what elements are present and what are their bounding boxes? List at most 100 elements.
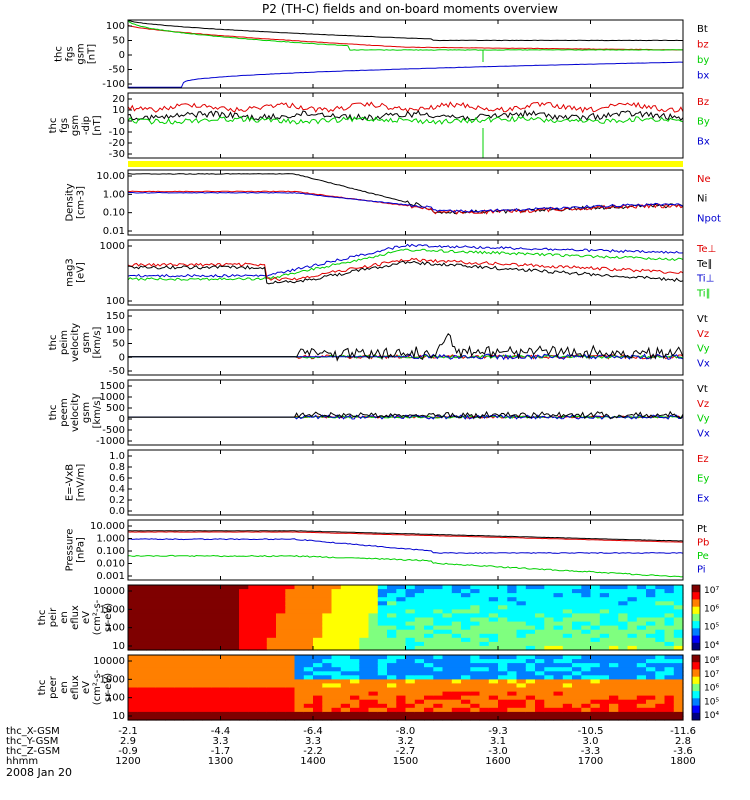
series-line-red [127, 101, 684, 114]
spectrogram-cell [276, 679, 286, 685]
y-axis-label-line: [nT] [92, 115, 103, 135]
colorbar-segment [692, 621, 700, 629]
y-axis-label-line: eflux [70, 605, 81, 630]
spectrogram-cell [488, 675, 499, 680]
spectrogram-cell [266, 691, 277, 697]
spectrogram-cell [525, 621, 536, 627]
spectrogram-cell [387, 715, 397, 721]
spectrogram-cell [266, 671, 277, 676]
spectrogram-cell [340, 629, 351, 635]
y-axis-label-line: [km/s] [92, 326, 103, 358]
spectrogram-cell [359, 679, 370, 685]
spectrogram-cell [248, 645, 259, 651]
spectrogram-cell [239, 659, 249, 664]
spectrogram-cell [350, 687, 360, 693]
spectrogram-cell [433, 605, 444, 610]
spectrogram-cell [562, 663, 573, 668]
legend-Ti⊥: Ti⊥ [696, 274, 714, 285]
spectrogram-cell [294, 585, 305, 590]
spectrogram-cell [220, 659, 231, 664]
x-axis-value: -11.6 [670, 726, 696, 737]
spectrogram-cell [544, 715, 555, 721]
spectrogram-cell [627, 609, 638, 615]
spectrogram-cell [627, 699, 638, 705]
spectrogram-cell [414, 613, 425, 619]
spectrogram-cell [590, 621, 601, 627]
y-tick-label: 1500 [100, 381, 125, 392]
y-tick-label: 20 [112, 94, 125, 105]
spectrogram-cell [313, 617, 323, 623]
spectrogram-cell [165, 703, 175, 709]
spectrogram-cell [544, 605, 555, 610]
spectrogram-cell [405, 667, 416, 672]
spectrogram-cell [664, 637, 675, 643]
spectrogram-cell [525, 601, 536, 606]
spectrogram-cell [340, 659, 351, 664]
spectrogram-cell [294, 601, 305, 606]
spectrogram-cell [498, 645, 508, 651]
spectrogram-cell [636, 621, 647, 627]
spectrogram-cell [257, 675, 268, 680]
spectrogram-cell [442, 667, 453, 672]
spectrogram-cell [673, 687, 684, 693]
spectrogram-cell [155, 707, 166, 713]
spectrogram-cell [285, 597, 296, 602]
spectrogram-cell [128, 601, 138, 606]
spectrogram-cell [266, 605, 277, 610]
spectrogram-cell [322, 633, 333, 639]
spectrogram-cell [442, 597, 453, 602]
spectrogram-cell [442, 659, 453, 664]
spectrogram-cell [636, 589, 647, 594]
spectrogram-cell [488, 589, 499, 594]
spectrogram-cell [599, 663, 610, 668]
spectrogram-cell [294, 695, 305, 701]
spectrogram-cell [313, 601, 323, 606]
spectrogram-cell [248, 675, 259, 680]
spectrogram-cell [368, 687, 379, 693]
spectrogram-cell [257, 715, 268, 721]
spectrogram-cell [627, 675, 638, 680]
spectrogram-cell [192, 601, 203, 606]
spectrogram-cell [498, 659, 508, 664]
spectrogram-cell [655, 629, 666, 635]
spectrogram-cell [442, 605, 453, 610]
spectrogram-cell [553, 597, 564, 602]
spectrogram-cell [451, 663, 462, 668]
spectrogram-cell [377, 641, 388, 647]
spectrogram-cell [451, 621, 462, 627]
y-axis-label: thcfgsgsm-dip[nT] [48, 115, 103, 136]
spectrogram-cell [387, 683, 397, 689]
spectrogram-cell [544, 671, 555, 676]
series-line-black [127, 173, 684, 215]
spectrogram-cell [220, 675, 231, 680]
spectrogram-cell [359, 695, 370, 701]
spectrogram-cell [239, 707, 249, 713]
spectrogram-cell [202, 695, 212, 701]
y-axis-label-line: [km/s] [92, 396, 103, 428]
spectrogram-cell [322, 683, 333, 689]
spectrogram-cell [387, 629, 397, 635]
spectrogram-cell [618, 699, 629, 705]
spectrogram-cell [479, 601, 490, 606]
y-axis-label-line: peim [59, 330, 70, 355]
spectrogram-cell [507, 663, 518, 668]
spectrogram-cell [266, 601, 277, 606]
spectrogram-cell [322, 699, 333, 705]
spectrogram-cell [525, 683, 536, 689]
spectrogram-cell [507, 601, 518, 606]
spectrogram-cell [294, 659, 305, 664]
spectrogram-cell [350, 715, 360, 721]
spectrogram-cell [433, 621, 444, 627]
spectrogram-cell [646, 633, 656, 639]
spectrogram-cell [553, 703, 564, 709]
spectrogram-cell [146, 691, 157, 697]
spectrogram-cell [507, 695, 518, 701]
spectrogram-cell [303, 629, 314, 635]
spectrogram-cell [257, 707, 268, 713]
spectrogram-cell [442, 625, 453, 631]
spectrogram-cell [424, 679, 434, 685]
spectrogram-cell [192, 593, 203, 598]
spectrogram-cell [451, 633, 462, 639]
spectrogram-cell [424, 597, 434, 602]
spectrogram-cell [248, 641, 259, 647]
